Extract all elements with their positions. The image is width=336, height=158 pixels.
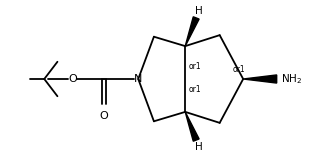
Text: H: H <box>195 142 202 152</box>
Polygon shape <box>185 112 199 141</box>
Text: O: O <box>99 111 108 121</box>
Polygon shape <box>185 17 199 46</box>
Text: O: O <box>68 74 77 84</box>
Text: or1: or1 <box>188 62 201 71</box>
Text: H: H <box>195 6 202 16</box>
Text: or1: or1 <box>188 85 201 94</box>
Text: NH$_2$: NH$_2$ <box>281 72 302 86</box>
Text: N: N <box>134 74 142 84</box>
Text: or1: or1 <box>232 65 245 74</box>
Polygon shape <box>243 75 277 83</box>
